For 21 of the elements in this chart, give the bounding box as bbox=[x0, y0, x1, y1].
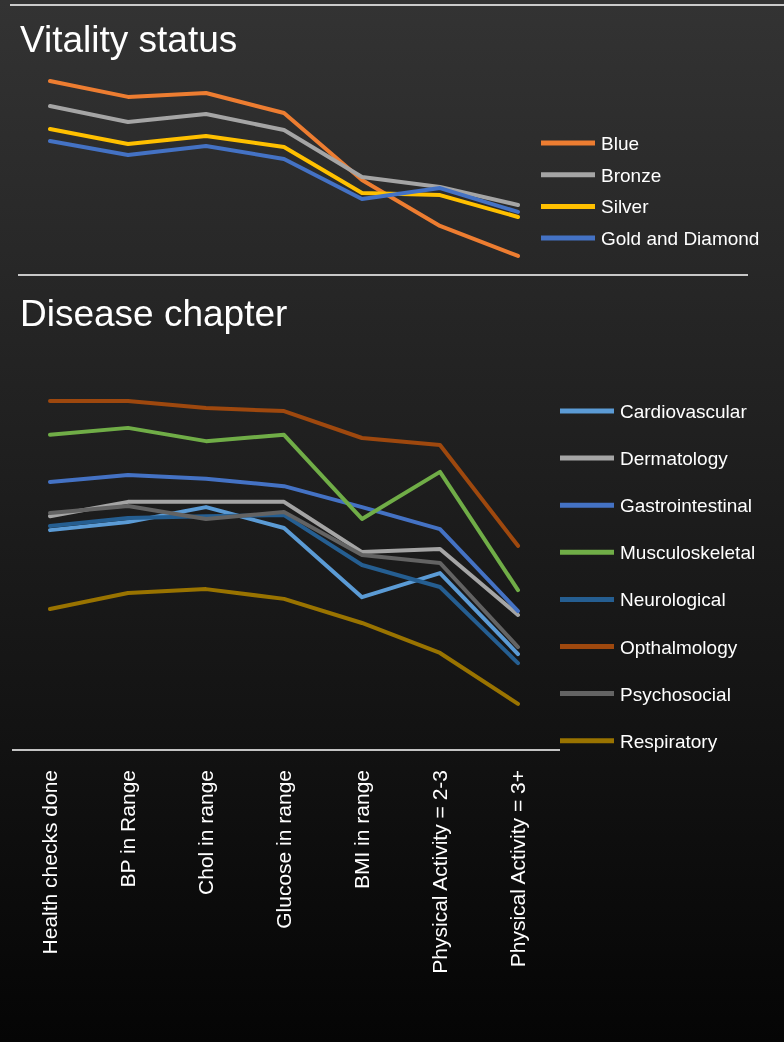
x-tick-label: Health checks done bbox=[38, 770, 61, 955]
legend-label: Opthalmology bbox=[620, 636, 738, 658]
chart-title: Disease chapter bbox=[20, 293, 288, 334]
x-tick-label: BMI in range bbox=[350, 770, 373, 890]
legend-label: Silver bbox=[601, 196, 650, 218]
x-tick-label: Physical Activity = 2-3 bbox=[428, 770, 451, 974]
x-tick-label: BP in Range bbox=[116, 770, 139, 888]
chart-title: Vitality status bbox=[20, 19, 238, 60]
legend-label: Psychosocial bbox=[620, 683, 731, 705]
legend-label: Musculoskeletal bbox=[620, 542, 756, 564]
x-tick-label: Glucose in range bbox=[272, 770, 295, 929]
legend-label: Cardiovascular bbox=[620, 401, 748, 422]
legend-label: Blue bbox=[601, 133, 640, 154]
legend-label: Gastrointestinal bbox=[620, 495, 753, 517]
legend-label: Gold and Diamond bbox=[601, 228, 760, 250]
legend-label: Neurological bbox=[620, 589, 726, 611]
legend-label: Dermatology bbox=[620, 448, 729, 470]
legend-label: Respiratory bbox=[620, 730, 718, 752]
legend-label: Bronze bbox=[601, 164, 662, 186]
x-tick-label: Physical Activity = 3+ bbox=[506, 770, 529, 968]
x-tick-label: Chol in range bbox=[194, 770, 217, 895]
